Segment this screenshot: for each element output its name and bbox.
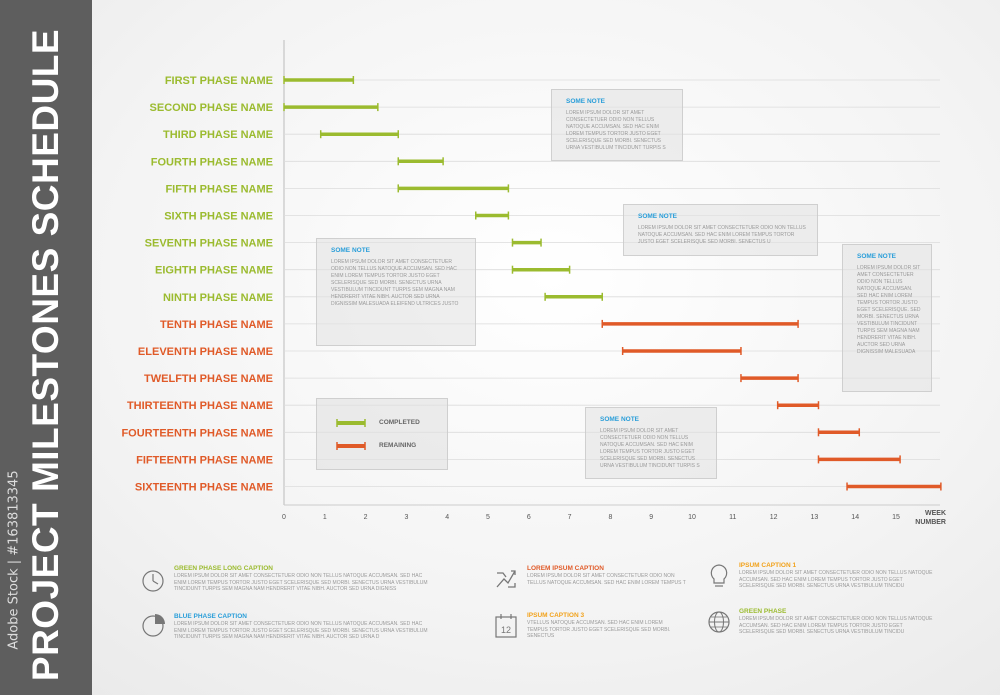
phase-label: EIGHTH PHASE NAME — [155, 265, 273, 277]
phase-label: SEVENTH PHASE NAME — [145, 238, 273, 250]
x-tick-label: 7 — [568, 514, 572, 521]
x-tick-label: 3 — [404, 514, 408, 521]
caption-title: GREEN PHASE LONG CAPTION — [174, 565, 273, 572]
sidebar — [0, 0, 92, 695]
caption-title: IPSUM CAPTION 1 — [739, 562, 797, 569]
note-title: SOME NOTE — [857, 253, 897, 260]
x-tick-label: 4 — [445, 514, 449, 521]
clock-icon — [142, 570, 164, 592]
caption-1: GREEN PHASE LONG CAPTION LOREM IPSUM DOL… — [174, 565, 434, 593]
caption-title: GREEN PHASE — [739, 608, 787, 615]
note-box: SOME NOTE LOREM IPSUM DOLOR SIT AMET CON… — [316, 238, 476, 346]
caption-title: BLUE PHASE CAPTION — [174, 613, 247, 620]
note-box: SOME NOTE LOREM IPSUM DOLOR SIT AMET CON… — [551, 89, 683, 161]
x-tick-label: 13 — [811, 514, 819, 521]
caption-title: IPSUM CAPTION 3 — [527, 612, 585, 619]
note-title: SOME NOTE — [638, 213, 678, 220]
x-tick-label: 1 — [323, 514, 327, 521]
caption-text: LOREM IPSUM DOLOR SIT AMET CONSECTETUER … — [527, 573, 686, 586]
note-box: SOME NOTE LOREM IPSUM DOLOR SIT AMET CON… — [842, 244, 932, 392]
caption-4: IPSUM CAPTION 3 VTELLUS NATOQUE ACCUMSAN… — [527, 612, 677, 640]
caption-2: BLUE PHASE CAPTION LOREM IPSUM DOLOR SIT… — [174, 613, 434, 641]
x-axis-label-line2: NUMBER — [915, 519, 946, 526]
phase-label: SIXTH PHASE NAME — [164, 211, 273, 223]
x-tick-label: 5 — [486, 514, 490, 521]
phase-label: FIFTH PHASE NAME — [165, 183, 273, 195]
caption-text: LOREM IPSUM DOLOR SIT AMET CONSECTETUER … — [174, 573, 428, 592]
x-tick-label: 11 — [729, 514, 736, 521]
caption-title: LOREM IPSUM CAPTION — [527, 565, 604, 572]
globe-icon — [708, 611, 730, 633]
legend-completed-label: COMPLETED — [379, 419, 420, 426]
x-tick-label: 6 — [527, 514, 531, 521]
x-tick-label: 2 — [364, 514, 368, 521]
note-text: LOREM IPSUM DOLOR SIT AMET CONSECTETUER … — [566, 110, 666, 151]
calendar-day: 12 — [501, 625, 511, 635]
x-tick-label: 8 — [608, 514, 612, 521]
note-text: LOREM IPSUM DOLOR SIT AMET CONSECTETUER … — [857, 265, 921, 355]
legend-swatches — [336, 419, 366, 450]
phase-label: SECOND PHASE NAME — [150, 102, 273, 114]
caption-5: IPSUM CAPTION 1 LOREM IPSUM DOLOR SIT AM… — [739, 562, 939, 590]
note-text: LOREM IPSUM DOLOR SIT AMET CONSECTETUER … — [638, 225, 806, 245]
note-text: LOREM IPSUM DOLOR SIT AMET CONSECTETUER … — [331, 259, 459, 307]
caption-text: LOREM IPSUM DOLOR SIT AMET CONSECTETUER … — [739, 570, 933, 589]
note-text: LOREM IPSUM DOLOR SIT AMET CONSECTETUER … — [600, 428, 700, 469]
phase-label: FOURTEENTH PHASE NAME — [121, 427, 273, 439]
x-tick-label: 14 — [851, 514, 859, 521]
lightbulb-icon — [710, 564, 728, 587]
phase-label: NINTH PHASE NAME — [163, 292, 273, 304]
x-tick-label: 0 — [282, 514, 286, 521]
arrows-icon — [496, 570, 516, 588]
legend: COMPLETED REMAINING — [316, 398, 448, 470]
x-tick-label: 9 — [649, 514, 653, 521]
phase-label: FIRST PHASE NAME — [165, 75, 273, 87]
phase-label: FIFTEENTH PHASE NAME — [136, 454, 273, 466]
x-tick-label: 12 — [770, 514, 778, 521]
note-box: SOME NOTE LOREM IPSUM DOLOR SIT AMET CON… — [623, 204, 818, 256]
phase-label: THIRTEENTH PHASE NAME — [127, 400, 273, 412]
phase-label: TWELFTH PHASE NAME — [144, 373, 273, 385]
caption-text: LOREM IPSUM DOLOR SIT AMET CONSECTETUER … — [174, 621, 428, 640]
x-axis-label-line1: WEEK — [925, 510, 946, 517]
x-tick-label: 10 — [688, 514, 696, 521]
note-title: SOME NOTE — [331, 247, 371, 254]
phase-label: FOURTH PHASE NAME — [151, 156, 273, 168]
note-title: SOME NOTE — [566, 98, 606, 105]
note-box: SOME NOTE LOREM IPSUM DOLOR SIT AMET CON… — [585, 407, 717, 479]
phase-label: TENTH PHASE NAME — [160, 319, 273, 331]
calendar-icon: 12 — [495, 614, 517, 638]
phase-label: ELEVENTH PHASE NAME — [138, 346, 273, 358]
phase-label: THIRD PHASE NAME — [163, 129, 273, 141]
caption-text: LOREM IPSUM DOLOR SIT AMET CONSECTETUER … — [739, 616, 933, 635]
caption-3: LOREM IPSUM CAPTION LOREM IPSUM DOLOR SI… — [527, 565, 692, 586]
pie-chart-icon — [142, 614, 165, 637]
phase-label: SIXTEENTH PHASE NAME — [135, 482, 273, 494]
note-title: SOME NOTE — [600, 416, 640, 423]
caption-text: VTELLUS NATOQUE ACCUMSAN. SED HAC ENIM L… — [527, 620, 671, 639]
x-tick-label: 15 — [892, 514, 900, 521]
caption-6: GREEN PHASE LOREM IPSUM DOLOR SIT AMET C… — [739, 608, 939, 636]
legend-remaining-label: REMAINING — [379, 442, 417, 449]
